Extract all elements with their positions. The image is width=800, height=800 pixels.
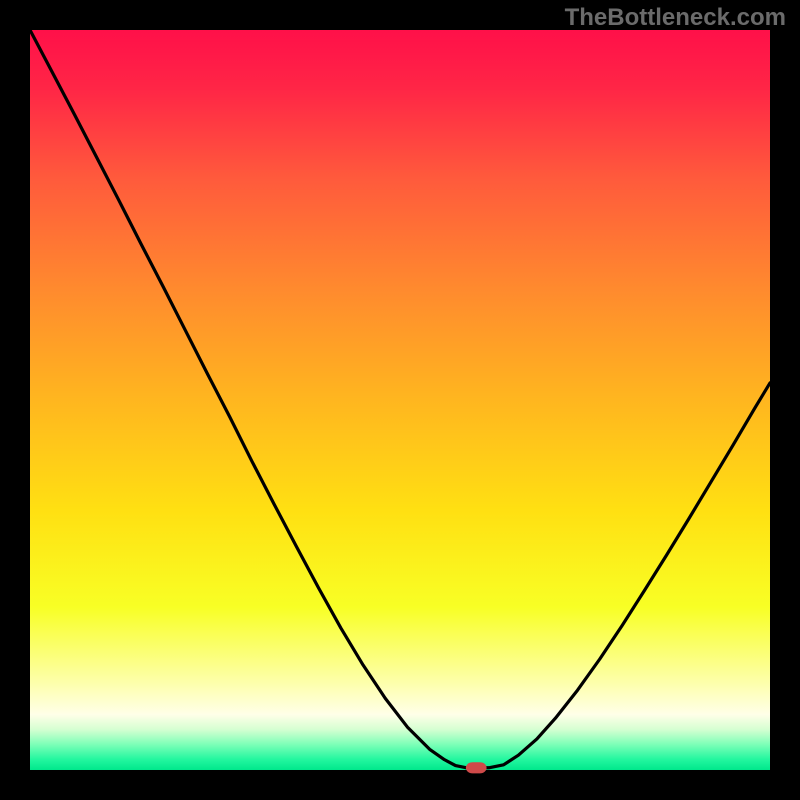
chart-stage: TheBottleneck.com bbox=[0, 0, 800, 800]
bottleneck-minimum-marker bbox=[466, 762, 487, 773]
watermark-text: TheBottleneck.com bbox=[565, 4, 786, 32]
bottleneck-chart-svg bbox=[0, 0, 800, 800]
chart-plot-background bbox=[30, 30, 770, 770]
